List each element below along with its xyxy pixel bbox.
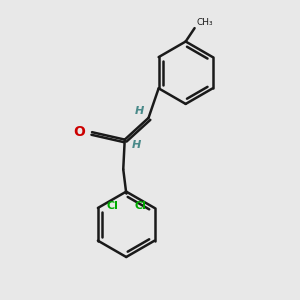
Text: H: H [131, 140, 141, 150]
Text: H: H [135, 106, 144, 116]
Text: Cl: Cl [134, 202, 146, 212]
Text: Cl: Cl [106, 202, 118, 212]
Text: O: O [74, 125, 86, 139]
Text: CH₃: CH₃ [196, 18, 213, 27]
